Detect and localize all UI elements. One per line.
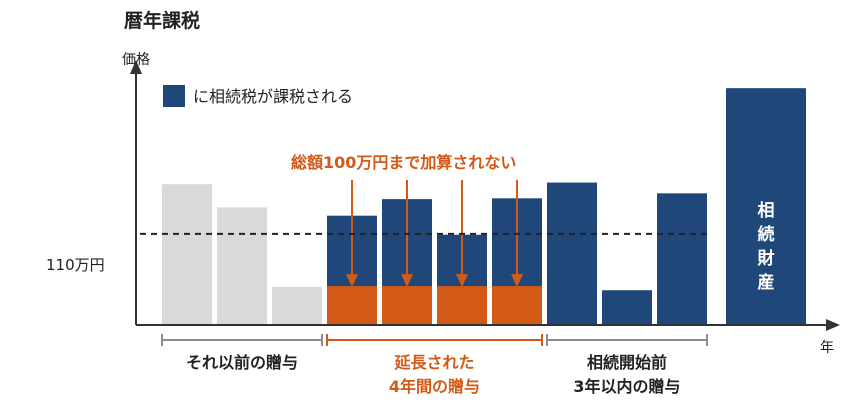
- bar-6-deductible: [492, 286, 542, 325]
- x-axis-arrow: [826, 319, 840, 331]
- legend-swatch: [163, 85, 185, 107]
- annotation-arrowhead-4: [401, 274, 413, 288]
- annotation-arrowhead-6: [511, 274, 523, 288]
- estate-label-char-3: 産: [758, 272, 775, 293]
- group-label-1-line-0: 延長された: [393, 353, 474, 372]
- group-label-0-line-0: それ以前の贈与: [186, 353, 298, 372]
- annotation-label: 総額100万円まで加算されない: [291, 153, 516, 172]
- group-label-2-line-1: 3年以内の贈与: [573, 377, 680, 396]
- bar-8: [602, 290, 652, 325]
- legend-label: に相続税が課税される: [193, 87, 353, 106]
- threshold-label: 110万円: [46, 256, 105, 274]
- bar-3-deductible: [327, 286, 377, 325]
- x-axis-label: 年: [820, 340, 834, 356]
- group-label-2-line-0: 相続開始前: [587, 353, 667, 372]
- y-axis-label: 価格: [122, 52, 150, 68]
- estate-label-char-1: 続: [758, 224, 775, 245]
- bar-2: [272, 286, 322, 325]
- bar-5-deductible: [437, 286, 487, 325]
- annotation-arrowhead-5: [456, 274, 468, 288]
- bar-0: [162, 184, 212, 325]
- estate-bar: [726, 88, 806, 325]
- estate-label-char-2: 財: [757, 248, 775, 269]
- bar-4-deductible: [382, 286, 432, 325]
- chart-title: 暦年課税: [124, 9, 200, 32]
- bar-7: [547, 182, 597, 325]
- bars-layer: [162, 88, 806, 325]
- bar-9: [657, 193, 707, 325]
- annotation-arrowhead-3: [346, 274, 358, 288]
- group-brackets-layer: それ以前の贈与 延長された 4年間の贈与 相続開始前 3年以内の贈与: [161, 334, 708, 396]
- y-axis-arrow: [130, 60, 142, 74]
- bar-1: [217, 207, 267, 325]
- group-label-1-line-1: 4年間の贈与: [389, 377, 480, 396]
- estate-label-char-0: 相: [758, 200, 775, 221]
